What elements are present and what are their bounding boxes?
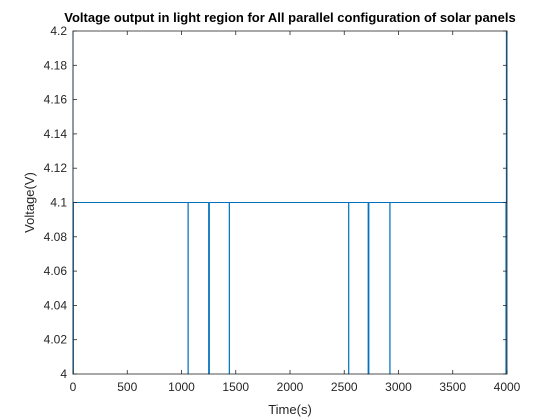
x-tick-label: 1500 (222, 380, 249, 394)
x-tick-label: 4000 (494, 380, 521, 394)
x-axis-label: Time(s) (268, 402, 312, 417)
y-axis-label: Voltage(V) (22, 172, 37, 233)
series-voltage-line (72, 30, 508, 375)
y-tick-label: 4.1 (50, 196, 67, 210)
y-tick-label: 4.14 (44, 127, 68, 141)
y-tick-label: 4.16 (44, 93, 68, 107)
y-tick-label: 4.06 (44, 264, 68, 278)
x-tick-label: 2000 (277, 380, 304, 394)
y-tick-label: 4.04 (44, 298, 68, 312)
y-axis-ticks: 4 4.02 4.04 4.06 4.08 4.1 4.12 4.14 4.16 4.18 4.2 (44, 24, 507, 381)
x-axis-ticks: 0 500 1000 1500 2000 2500 3000 3500 4000 (70, 31, 521, 394)
y-tick-label: 4.2 (50, 24, 67, 38)
x-tick-label: 3000 (385, 380, 412, 394)
x-tick-label: 0 (70, 380, 77, 394)
x-tick-label: 500 (117, 380, 137, 394)
x-tick-label: 3500 (439, 380, 466, 394)
chart-title: Voltage output in light region for All p… (64, 10, 515, 25)
y-tick-label: 4.18 (44, 58, 68, 72)
y-tick-label: 4 (60, 367, 67, 381)
y-tick-label: 4.08 (44, 230, 68, 244)
y-tick-label: 4.12 (44, 161, 68, 175)
x-tick-label: 2500 (331, 380, 358, 394)
x-tick-label: 1000 (168, 380, 195, 394)
y-tick-label: 4.02 (44, 333, 68, 347)
